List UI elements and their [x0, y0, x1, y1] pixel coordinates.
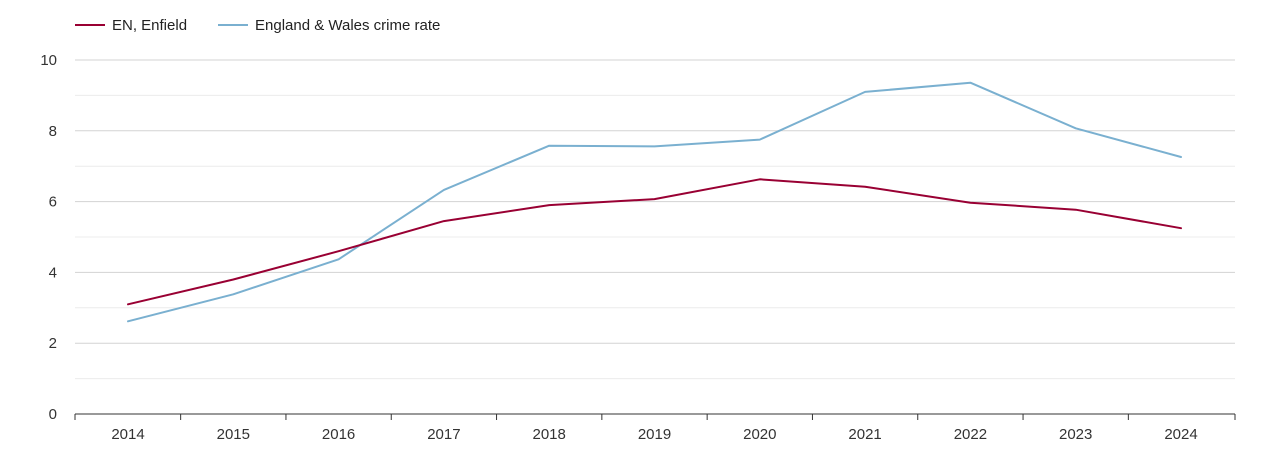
x-tick-label-2019: 2019: [638, 426, 671, 443]
x-tick-label-2018: 2018: [533, 426, 566, 443]
legend-item-1[interactable]: England & Wales crime rate: [218, 17, 440, 34]
x-tick-label-2021: 2021: [848, 426, 881, 443]
series-line-england-wales-crime-rate: [127, 81, 1182, 323]
y-tick-label-6: 6: [49, 194, 57, 211]
x-tick-label-2017: 2017: [427, 426, 460, 443]
series-line-en-enfield: [127, 178, 1182, 306]
y-tick-label-0: 0: [49, 406, 57, 423]
x-tick-label-2014: 2014: [111, 426, 144, 443]
legend: EN, Enfield England & Wales crime rate: [75, 17, 440, 34]
x-tick-label-2023: 2023: [1059, 426, 1092, 443]
legend-item-0[interactable]: EN, Enfield: [75, 17, 187, 34]
y-axis-tick-labels: 0 2 4 6 8 10: [40, 52, 57, 423]
x-tick-label-2015: 2015: [217, 426, 250, 443]
legend-label-0: EN, Enfield: [112, 17, 187, 34]
series-lines: [127, 81, 1182, 323]
y-tick-label-4: 4: [49, 264, 57, 281]
x-axis-ticks: 2014 2015 2016 2017 2018 2019 2020 2021 2022 2023…: [74, 414, 1236, 443]
y-tick-label-2: 2: [49, 335, 57, 352]
y-tick-label-10: 10: [40, 52, 57, 69]
major-gridlines: [75, 59, 1235, 344]
minor-gridlines: [75, 94, 1235, 380]
x-tick-label-2016: 2016: [322, 426, 355, 443]
legend-label-1: England & Wales crime rate: [255, 17, 440, 34]
x-tick-label-2022: 2022: [954, 426, 987, 443]
x-tick-label-2024: 2024: [1164, 426, 1197, 443]
y-tick-label-8: 8: [49, 123, 57, 140]
x-tick-label-2020: 2020: [743, 426, 776, 443]
